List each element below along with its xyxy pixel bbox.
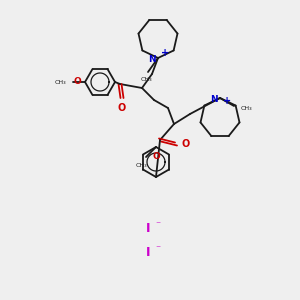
Text: CH₃: CH₃ <box>140 77 152 82</box>
Text: +: + <box>223 96 231 106</box>
Text: O: O <box>181 139 189 149</box>
Text: N: N <box>210 94 218 103</box>
Text: O: O <box>152 152 160 161</box>
Text: O: O <box>73 77 81 86</box>
Text: CH₃: CH₃ <box>135 163 147 168</box>
Text: O: O <box>118 103 126 113</box>
Text: I: I <box>146 245 150 259</box>
Text: CH₃: CH₃ <box>241 106 253 110</box>
Text: ⁻: ⁻ <box>155 220 160 230</box>
Text: ⁻: ⁻ <box>155 244 160 254</box>
Text: I: I <box>146 221 150 235</box>
Text: +: + <box>161 48 169 58</box>
Text: N: N <box>148 55 156 64</box>
Text: CH₃: CH₃ <box>54 80 66 85</box>
